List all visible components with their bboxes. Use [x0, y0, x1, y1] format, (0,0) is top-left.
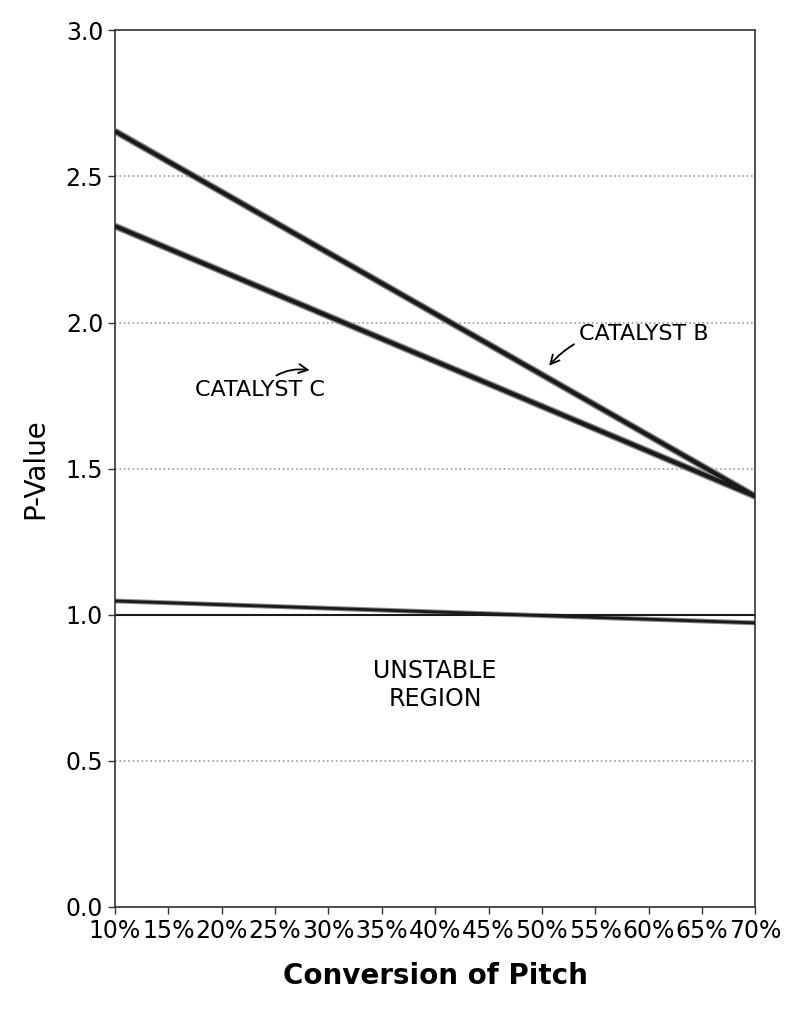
- Text: CATALYST B: CATALYST B: [550, 325, 708, 364]
- Y-axis label: P-Value: P-Value: [21, 419, 49, 519]
- Text: UNSTABLE
REGION: UNSTABLE REGION: [373, 659, 496, 711]
- X-axis label: Conversion of Pitch: Conversion of Pitch: [282, 962, 587, 990]
- Text: CATALYST C: CATALYST C: [195, 364, 325, 399]
